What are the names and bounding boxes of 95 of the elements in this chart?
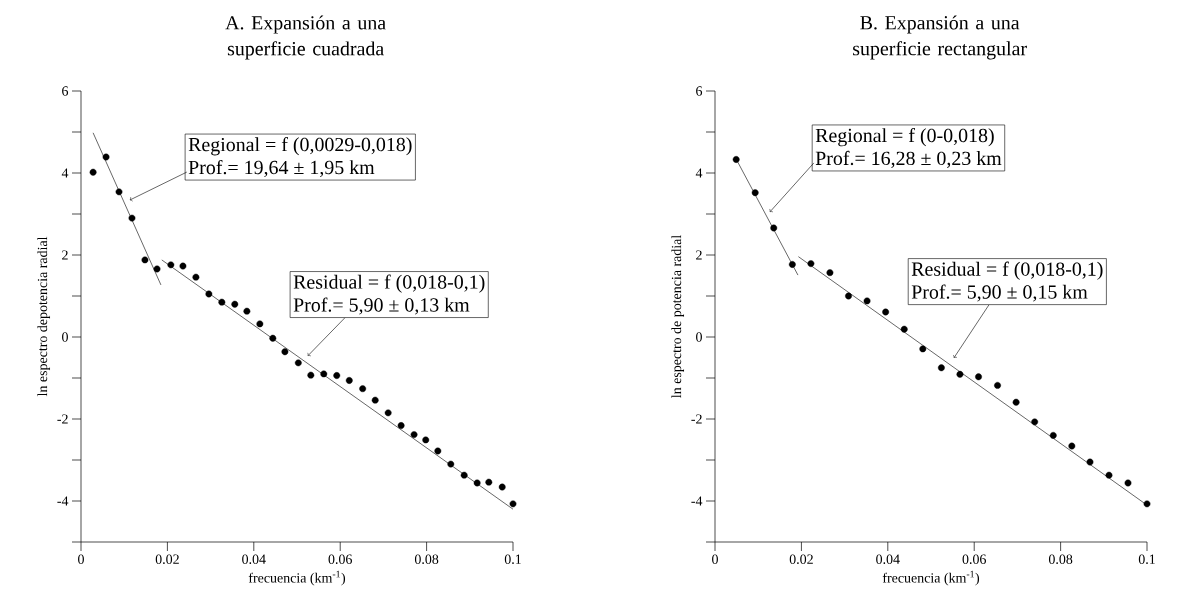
chart-title: B. Expansión a una superficie rectangular	[853, 15, 1027, 60]
point	[179, 262, 187, 270]
annotation: Prof.= 5,90 ± 0,13 km	[293, 297, 470, 315]
point	[141, 256, 149, 264]
annotation: Prof.= 19,64 ± 1,95 km	[188, 159, 375, 178]
point	[975, 373, 982, 381]
point	[281, 348, 289, 356]
y-tick-label: 4	[61, 168, 69, 178]
y-tick-label: -2	[691, 414, 702, 424]
point	[994, 381, 1001, 389]
point	[1143, 500, 1151, 508]
y-axis-title: ln espectro depotencia radial	[37, 236, 51, 397]
point	[102, 153, 110, 161]
annotation: Regional = f (0-0,018)	[815, 127, 994, 147]
y-tick-label: 2	[62, 250, 68, 260]
y-tick-label: 6	[696, 86, 703, 96]
point	[807, 260, 815, 268]
chart-title: A. Expansión a una superficie cuadrada	[225, 15, 386, 60]
y-axis-title: ln espectro de potencia radial	[671, 235, 685, 398]
point	[294, 359, 302, 367]
y-tick-label: 0	[696, 332, 702, 342]
point	[937, 364, 945, 372]
point	[732, 156, 740, 163]
point	[434, 447, 442, 455]
point	[422, 436, 430, 444]
point	[218, 298, 226, 306]
point	[384, 409, 392, 417]
x-axis-title: frecuencia (km$^{-1}$)	[248, 570, 346, 586]
point	[359, 385, 367, 393]
y-tick-label: 6	[62, 86, 69, 96]
x-tick-label: 0.02	[155, 554, 179, 564]
point	[307, 371, 315, 379]
point	[826, 269, 834, 277]
point	[192, 273, 200, 281]
x-tick-label: 0.1	[504, 554, 521, 564]
point	[1124, 479, 1132, 487]
point	[345, 377, 353, 384]
annotation: Regional = f (0,0029-0,018)	[188, 137, 412, 156]
point	[845, 292, 852, 300]
x-tick-label: 0.04	[876, 554, 900, 564]
point	[1049, 432, 1057, 439]
point	[473, 479, 481, 487]
point	[1012, 398, 1020, 406]
point	[1086, 458, 1094, 466]
point	[498, 483, 506, 491]
point	[410, 431, 418, 438]
x-tick-label: 0.1	[1138, 554, 1155, 564]
point	[460, 471, 468, 479]
x-tick-label: 0.08	[1048, 554, 1073, 564]
annotation: Prof.= 16,28 ± 0,23 km	[815, 150, 1002, 168]
point	[397, 422, 405, 429]
x-tick-label: 0.06	[962, 554, 987, 564]
x-tick-label: 0.08	[414, 554, 439, 564]
point	[320, 370, 328, 378]
annotation: Prof.= 5,90 ± 0,15 km	[911, 284, 1088, 302]
point	[1031, 418, 1039, 426]
point	[956, 370, 964, 378]
point	[751, 189, 759, 197]
point	[863, 297, 871, 305]
point	[509, 500, 517, 508]
y-tick-label: 0	[62, 332, 68, 342]
point	[788, 261, 796, 268]
point	[153, 265, 161, 273]
y-tick-label: -4	[57, 496, 69, 506]
point	[882, 308, 890, 316]
y-tick-label: 2	[696, 250, 702, 260]
point	[1105, 471, 1113, 479]
annotation: Residual = f (0,018-0,1)	[293, 274, 485, 293]
x-tick-label: 0	[712, 554, 718, 564]
point	[167, 261, 175, 269]
point	[1068, 442, 1076, 450]
x-tick-label: 0.06	[328, 554, 352, 564]
point	[128, 214, 136, 222]
point	[371, 396, 379, 404]
point	[485, 478, 493, 486]
point	[269, 334, 277, 342]
point	[900, 325, 908, 333]
x-tick-label: 0.02	[789, 554, 813, 564]
point	[89, 168, 97, 176]
point	[231, 300, 239, 308]
x-tick-label: 0.04	[242, 554, 266, 564]
point	[205, 290, 213, 298]
point	[770, 224, 778, 232]
point	[115, 188, 123, 196]
point	[256, 320, 264, 328]
y-tick-label: -2	[57, 414, 68, 424]
x-tick-label: 0	[78, 554, 84, 564]
annotation: Residual = f (0,018-0,1)	[911, 261, 1103, 280]
y-tick-label: -4	[691, 496, 703, 506]
y-tick-label: 4	[695, 168, 703, 178]
point	[243, 307, 251, 315]
point	[447, 460, 455, 468]
point	[919, 345, 927, 353]
x-axis-title: frecuencia (km$^{-1}$)	[882, 570, 980, 586]
point	[333, 372, 341, 379]
